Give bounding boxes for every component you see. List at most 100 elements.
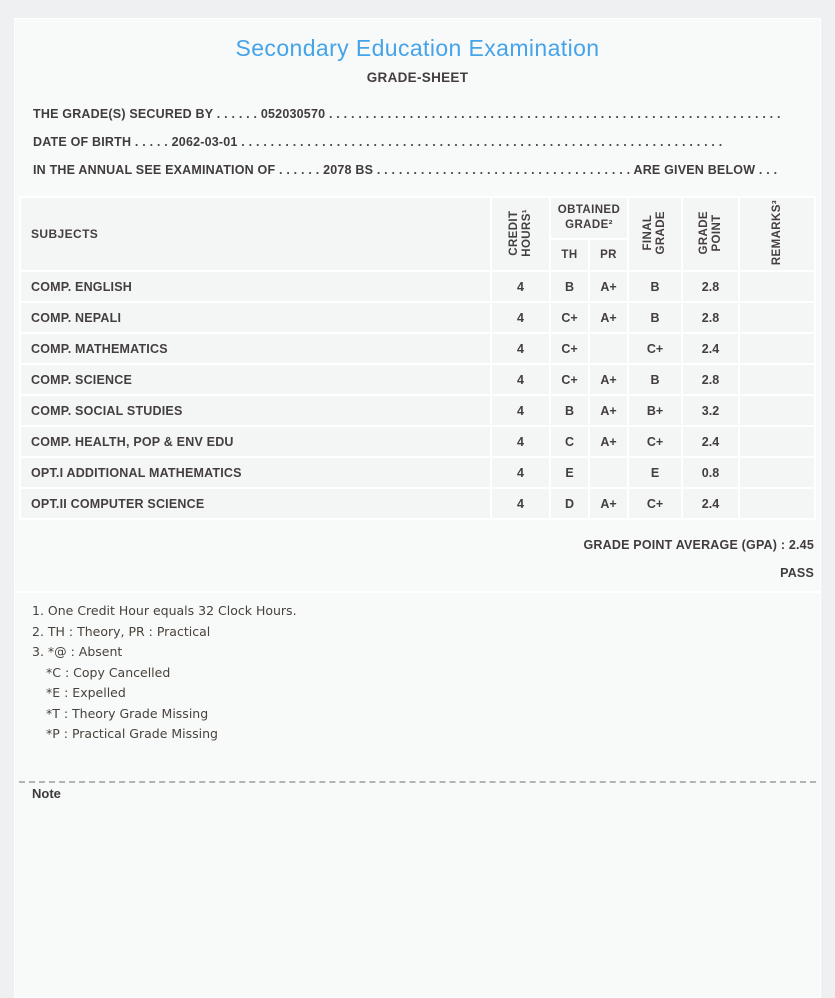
cell-theory-grade: D — [551, 489, 588, 518]
page-background: { "colors": { "accent_blue": "#45a4e9", … — [0, 18, 835, 998]
gpa-summary-line: GRADE POINT AVERAGE (GPA) : 2.45 — [583, 538, 814, 552]
grade-sheet-card: Secondary Education Examination GRADE-SH… — [14, 18, 821, 998]
exam-year-value: 2078 BS — [323, 163, 374, 177]
cell-credit-hours: 4 — [492, 272, 549, 301]
cell-final-grade: C+ — [629, 489, 681, 518]
final-grade-label: FINAL GRADE — [642, 210, 667, 255]
column-header-remarks: REMARKS³ — [740, 198, 814, 270]
cell-practical-grade: A+ — [590, 396, 627, 425]
cell-credit-hours: 4 — [492, 489, 549, 518]
dashed-divider — [19, 780, 816, 783]
cell-theory-grade: C — [551, 427, 588, 456]
column-header-final-grade: FINAL GRADE — [629, 198, 681, 270]
cell-subject: COMP. MATHEMATICS — [21, 334, 490, 363]
cell-final-grade: C+ — [629, 334, 681, 363]
cell-remarks — [740, 334, 814, 363]
cell-practical-grade: A+ — [590, 272, 627, 301]
table-row: COMP. SCIENCE 4 C+ A+ B 2.8 — [21, 365, 814, 394]
symbol-number-value: 052030570 — [260, 107, 326, 121]
table-row: COMP. HEALTH, POP & ENV EDU 4 C A+ C+ 2.4 — [21, 427, 814, 456]
cell-practical-grade: A+ — [590, 427, 627, 456]
cell-remarks — [740, 365, 814, 394]
grade-sheet-subtitle: GRADE-SHEET — [366, 70, 469, 85]
cell-theory-grade: C+ — [551, 334, 588, 363]
cell-grade-point: 2.4 — [683, 489, 738, 518]
cell-subject: COMP. SOCIAL STUDIES — [21, 396, 490, 425]
info-label: DATE OF BIRTH — [33, 135, 132, 149]
cell-theory-grade: B — [551, 272, 588, 301]
footnote-line: *P : Practical Grade Missing — [46, 726, 218, 741]
grade-point-label: GRADE POINT — [697, 210, 723, 255]
info-line-date-of-birth: DATE OF BIRTH . . . . . 2062-03-01 . . .… — [33, 128, 802, 156]
column-header-theory: TH — [551, 240, 588, 270]
dots-filler: . . . . . . — [278, 163, 320, 177]
cell-subject: OPT.II COMPUTER SCIENCE — [21, 489, 490, 518]
table-row: COMP. MATHEMATICS 4 C+ C+ 2.4 — [21, 334, 814, 363]
cell-grade-point: 3.2 — [683, 396, 738, 425]
info-label: IN THE ANNUAL SEE EXAMINATION OF — [33, 163, 276, 177]
cell-grade-point: 2.4 — [683, 427, 738, 456]
cell-remarks — [740, 489, 814, 518]
cell-theory-grade: C+ — [551, 365, 588, 394]
cell-final-grade: B — [629, 365, 681, 394]
cell-practical-grade — [590, 458, 627, 487]
column-header-practical: PR — [590, 240, 627, 270]
cell-remarks — [740, 458, 814, 487]
cell-theory-grade: E — [551, 458, 588, 487]
bottom-note-text: Note — [32, 785, 61, 801]
info-line-examination-year: IN THE ANNUAL SEE EXAMINATION OF . . . .… — [33, 156, 802, 184]
column-header-grade-point: GRADE POINT — [683, 198, 738, 270]
footnote-line: *T : Theory Grade Missing — [46, 705, 209, 721]
dots-filler: . . . . . . — [216, 107, 258, 121]
cell-subject: COMP. ENGLISH — [21, 272, 490, 301]
page-title: Secondary Education Examination — [235, 35, 600, 61]
section-divider — [15, 591, 820, 593]
dots-filler: . . . . . . . . . . . . . . . . . . . . … — [328, 107, 781, 121]
info-label: THE GRADE(S) SECURED BY — [33, 107, 214, 121]
footnote-line: *E : Expelled — [46, 685, 126, 700]
footnote-line: 1. One Credit Hour equals 32 Clock Hours… — [32, 603, 297, 618]
cell-theory-grade: B — [551, 396, 588, 425]
cell-credit-hours: 4 — [492, 334, 549, 363]
cell-practical-grade: A+ — [590, 303, 627, 332]
grade-table-header: SUBJECTS CREDIT HOURS¹ OBTAINED GRADE² F… — [21, 198, 814, 270]
cell-theory-grade: C+ — [551, 303, 588, 332]
footnotes-section: 1. One Credit Hour equals 32 Clock Hours… — [15, 601, 820, 745]
student-info-section: THE GRADE(S) SECURED BY . . . . . . 0520… — [15, 100, 820, 184]
dots-filler: . . . — [758, 163, 778, 177]
cell-practical-grade: A+ — [590, 489, 627, 518]
cell-credit-hours: 4 — [492, 303, 549, 332]
cell-final-grade: E — [629, 458, 681, 487]
column-header-credit-hours: CREDIT HOURS¹ — [492, 198, 549, 270]
grade-table: SUBJECTS CREDIT HOURS¹ OBTAINED GRADE² F… — [19, 196, 816, 520]
cell-final-grade: C+ — [629, 427, 681, 456]
cell-remarks — [740, 272, 814, 301]
footnote-line: *C : Copy Cancelled — [46, 664, 171, 680]
cell-practical-grade — [590, 334, 627, 363]
info-line-grades-secured-by: THE GRADE(S) SECURED BY . . . . . . 0520… — [33, 100, 802, 128]
cell-subject: COMP. SCIENCE — [21, 365, 490, 394]
remarks-label: REMARKS³ — [770, 199, 783, 266]
footnote-line: 2. TH : Theory, PR : Practical — [32, 623, 211, 639]
table-row: COMP. NEPALI 4 C+ A+ B 2.8 — [21, 303, 814, 332]
grade-table-body: COMP. ENGLISH 4 B A+ B 2.8 COMP. NEPALI 4 C+ A+ B 2… — [21, 272, 814, 518]
cell-grade-point: 2.8 — [683, 272, 738, 301]
column-header-obtained-grade: OBTAINED GRADE² — [551, 198, 627, 238]
cell-subject: OPT.I ADDITIONAL MATHEMATICS — [21, 458, 490, 487]
cell-grade-point: 2.8 — [683, 303, 738, 332]
cell-final-grade: B — [629, 303, 681, 332]
dots-filler: . . . . . . . . . . . . . . . . . . . . … — [241, 135, 723, 149]
cell-grade-point: 2.4 — [683, 334, 738, 363]
cell-remarks — [740, 303, 814, 332]
cell-credit-hours: 4 — [492, 365, 549, 394]
cell-final-grade: B — [629, 272, 681, 301]
cell-credit-hours: 4 — [492, 458, 549, 487]
cell-remarks — [740, 427, 814, 456]
table-row: COMP. ENGLISH 4 B A+ B 2.8 — [21, 272, 814, 301]
date-of-birth-value: 2062-03-01 — [171, 135, 238, 149]
table-row: OPT.II COMPUTER SCIENCE 4 D A+ C+ 2.4 — [21, 489, 814, 518]
cell-remarks — [740, 396, 814, 425]
info-label-suffix: ARE GIVEN BELOW — [633, 163, 756, 177]
footnote-line: 3. *@ : Absent — [32, 644, 123, 659]
cell-subject: COMP. HEALTH, POP & ENV EDU — [21, 427, 490, 456]
